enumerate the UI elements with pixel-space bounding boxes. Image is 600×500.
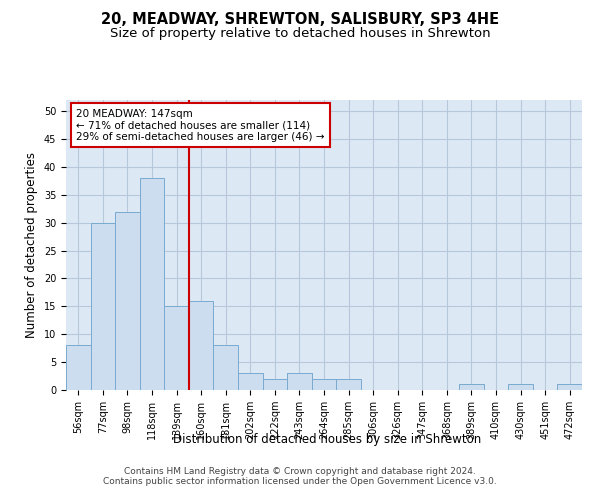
Text: Size of property relative to detached houses in Shrewton: Size of property relative to detached ho…: [110, 28, 490, 40]
Bar: [164, 306, 189, 390]
Bar: [189, 301, 214, 390]
Bar: [508, 384, 533, 390]
Bar: [287, 374, 312, 390]
Bar: [459, 384, 484, 390]
Bar: [214, 346, 238, 390]
Bar: [140, 178, 164, 390]
Bar: [115, 212, 140, 390]
Bar: [263, 379, 287, 390]
Text: 20, MEADWAY, SHREWTON, SALISBURY, SP3 4HE: 20, MEADWAY, SHREWTON, SALISBURY, SP3 4H…: [101, 12, 499, 28]
Bar: [336, 379, 361, 390]
Bar: [557, 384, 582, 390]
Bar: [66, 346, 91, 390]
Text: Contains HM Land Registry data © Crown copyright and database right 2024.: Contains HM Land Registry data © Crown c…: [124, 468, 476, 476]
Y-axis label: Number of detached properties: Number of detached properties: [25, 152, 38, 338]
Text: 20 MEADWAY: 147sqm
← 71% of detached houses are smaller (114)
29% of semi-detach: 20 MEADWAY: 147sqm ← 71% of detached hou…: [76, 108, 325, 142]
Bar: [238, 374, 263, 390]
Text: Distribution of detached houses by size in Shrewton: Distribution of detached houses by size …: [173, 432, 481, 446]
Bar: [91, 222, 115, 390]
Text: Contains public sector information licensed under the Open Government Licence v3: Contains public sector information licen…: [103, 478, 497, 486]
Bar: [312, 379, 336, 390]
